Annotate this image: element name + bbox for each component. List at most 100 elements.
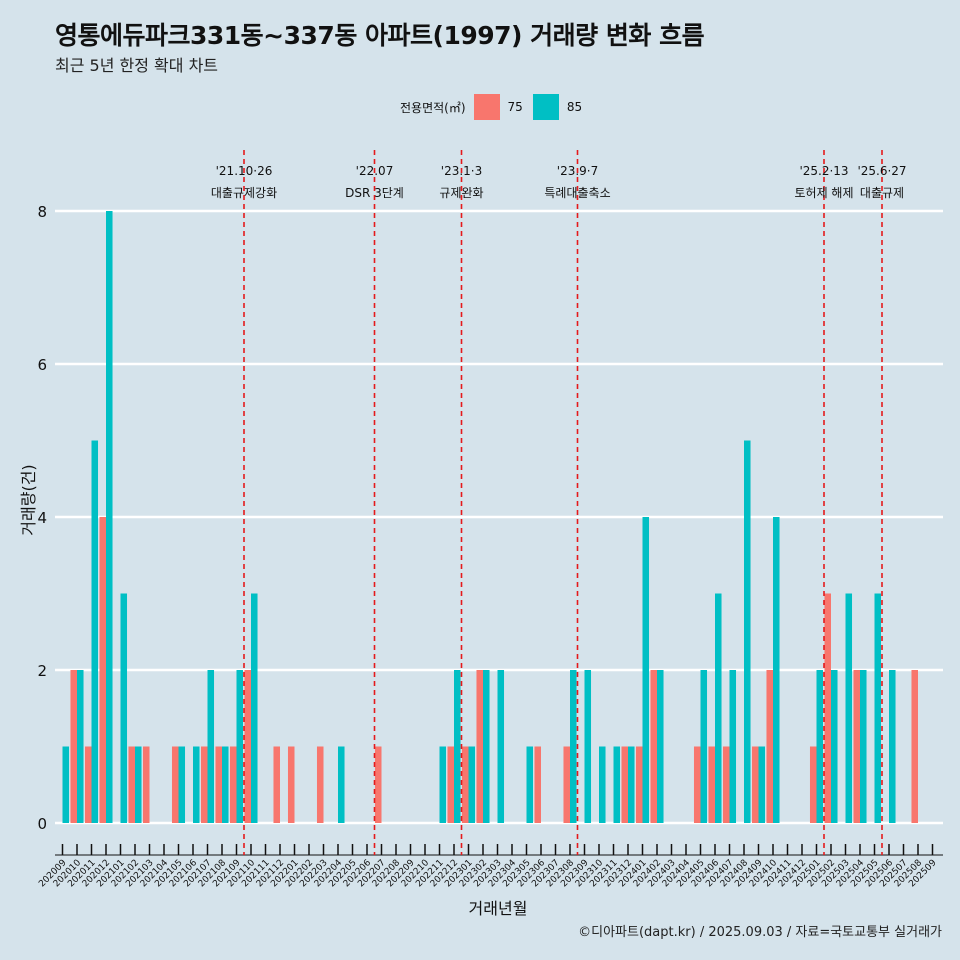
bar-85-202405 [700,670,708,823]
bar-85-202305 [526,746,534,823]
y-tick-label: 6 [37,356,47,374]
bar-75-202402 [650,670,657,823]
bars [62,211,918,823]
legend-label-85: 85 [566,100,583,114]
bar-85-202309 [584,670,592,823]
bar-75-202401 [635,746,643,823]
policy-date-202309: '23.9·7 [557,164,598,178]
bar-85-202110 [251,593,258,823]
bar-85-202302 [483,670,490,823]
chart-title: 영통에듀파크331동~337동 아파트(1997) 거래량 변화 흐름 [55,21,705,50]
bar-85-202505 [874,593,882,823]
bar-75-202107 [200,746,208,823]
bar-75-202103 [142,746,150,823]
bar-85-202301 [468,746,476,823]
bar-85-202501 [816,670,824,823]
bar-75-202102 [128,746,135,823]
policy-date-202506: '25.6·27 [857,164,906,178]
bar-85-202312 [628,746,635,823]
bar-85-202212 [454,670,461,823]
bar-75-202405 [693,746,701,823]
bar-85-202407 [729,670,737,823]
bar-85-202402 [657,670,664,823]
y-tick-label: 8 [37,203,47,221]
bar-75-202306 [534,746,541,823]
bar-75-202407 [722,746,730,823]
y-tick-label: 4 [37,509,47,527]
bar-85-202009 [62,746,70,823]
bar-75-202010 [70,670,77,823]
bar-75-202308 [563,746,570,823]
bar-75-202301 [461,746,469,823]
bar-75-202302 [476,670,483,823]
bar-85-202105 [178,746,186,823]
policy-label-202110: 대출규제강화 [211,186,277,200]
y-axis-title: 거래량(건) [19,464,38,535]
policy-label-202502: 토허제 해제 [794,186,853,200]
bar-85-202101 [120,593,128,823]
bar-85-202107 [207,670,215,823]
bar-75-202201 [287,746,295,823]
bar-85-202401 [642,517,650,823]
bar-75-202207 [374,746,382,823]
bar-85-202010 [77,670,84,823]
bar-75-202502 [824,593,831,823]
legend: 전용면적(㎡) 75 85 [400,93,592,121]
bar-75-202410 [766,670,773,823]
bar-85-202109 [236,670,244,823]
legend-swatch-75 [473,94,500,120]
x-axis-title: 거래년월 [469,899,528,918]
bar-85-202308 [570,670,577,823]
policy-date-202301: '23.1·3 [441,164,482,178]
bar-85-202409 [758,746,766,823]
bar-85-202410 [773,517,780,823]
legend-label-75: 75 [507,100,523,114]
annotations: '21.10·26 대출규제강화 '22.07 DSR 3단계 '23.1·3 규제완화 '… [211,150,907,855]
bar-85-202502 [831,670,838,823]
bar-85-202012 [106,211,113,823]
chart-subtitle: 최근 5년 한정 확대 차트 [55,56,219,75]
bar-85-202406 [715,593,722,823]
bar-75-202109 [229,746,237,823]
bar-75-202406 [708,746,715,823]
bar-75-202011 [84,746,92,823]
bar-85-202106 [193,746,200,823]
policy-date-202110: '21.10·26 [216,164,273,178]
policy-label-202506: 대출규제 [860,186,904,200]
legend-swatch-85 [532,94,559,120]
bar-85-202310 [599,746,606,823]
policy-label-202301: 규제완화 [439,186,483,200]
source-caption: ©디아파트(dapt.kr) / 2025.09.03 / 자료=국토교통부 실… [578,925,942,940]
legend-title: 전용면적(㎡) [400,100,466,115]
bar-85-202303 [497,670,505,823]
bar-75-202312 [621,746,628,823]
y-tick-label: 2 [37,662,47,680]
bar-75-202508 [911,670,918,823]
bar-75-202105 [171,746,179,823]
policy-date-202207: '22.07 [356,164,394,178]
bar-85-202211 [439,746,447,823]
bar-75-202203 [316,746,324,823]
bar-85-202108 [222,746,229,823]
bar-75-202212 [447,746,454,823]
bar-85-202311 [613,746,621,823]
bar-85-202011 [91,440,99,823]
y-tick-label: 0 [37,815,47,833]
bar-85-202102 [135,746,142,823]
policy-label-202309: 특례대출축소 [544,186,610,200]
bar-75-202012 [99,517,106,823]
bar-85-202204 [338,746,345,823]
policy-date-202502: '25.2·13 [799,164,848,178]
bar-75-202112 [273,746,280,823]
policy-label-202207: DSR 3단계 [345,186,404,200]
bar-75-202409 [751,746,759,823]
bar-85-202506 [889,670,896,823]
bar-75-202108 [215,746,222,823]
bar-85-202503 [845,593,853,823]
bar-75-202504 [853,670,860,823]
bar-85-202504 [860,670,867,823]
bar-85-202408 [744,440,751,823]
bar-75-202501 [809,746,817,823]
